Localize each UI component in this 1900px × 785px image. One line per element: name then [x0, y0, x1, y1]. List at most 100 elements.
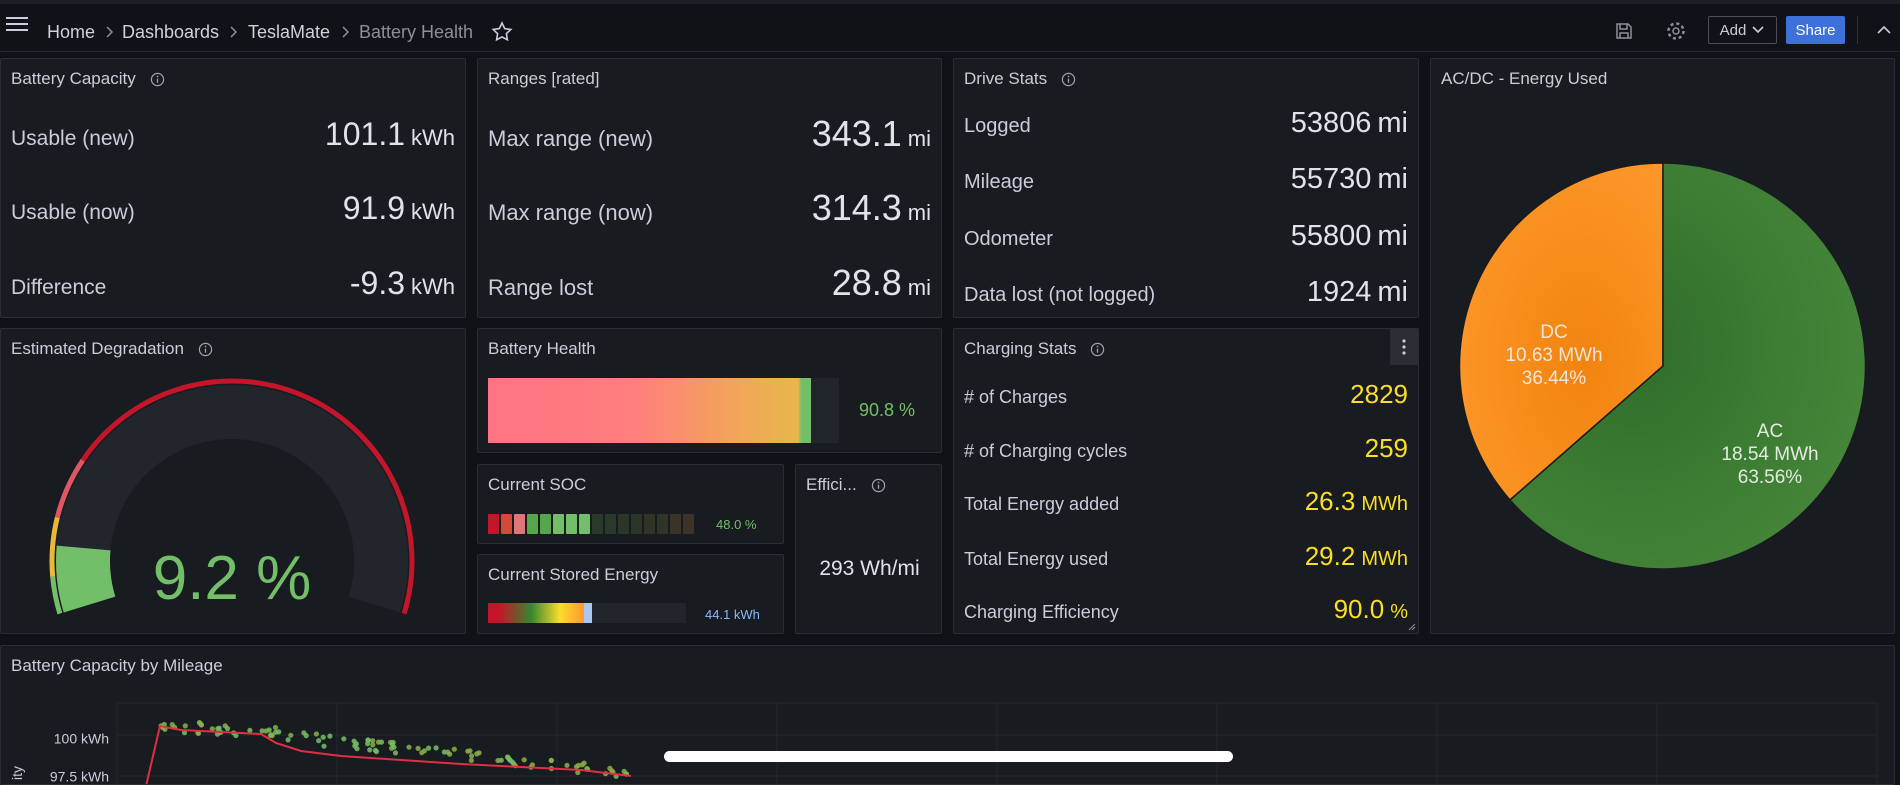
resize-handle[interactable]: [1408, 623, 1416, 631]
stat-value: 90.0: [1333, 594, 1385, 624]
efficiency-value: 293 Wh/mi: [819, 557, 920, 580]
scatter-dot: [316, 738, 322, 744]
save-button[interactable]: [1614, 21, 1634, 41]
info-icon[interactable]: [198, 342, 213, 357]
menu-icon: [1402, 339, 1406, 355]
stat-value-group: 53806 mi: [1291, 103, 1408, 148]
stat-value-group: 55800 mi: [1291, 216, 1408, 261]
battery-capacity-panel: Battery Capacity Usable (new) 101.1 kWh Usab…: [0, 58, 466, 318]
soc-segment: [631, 514, 642, 534]
soc-segment: [527, 514, 538, 534]
stat-label: Total Energy used: [964, 549, 1109, 569]
panel-title-text: Ranges [rated]: [488, 69, 600, 88]
stat-value: 26.3: [1304, 486, 1356, 516]
scatter-dot: [447, 751, 453, 757]
scatter-dot: [370, 742, 376, 748]
stat-label: Mileage: [964, 171, 1035, 193]
gauge-track: [56, 385, 408, 613]
panel-title-text: Battery Health: [488, 339, 596, 358]
scatter-dot: [498, 757, 504, 763]
scatter-dot: [320, 734, 326, 740]
y-tick-label: 97.5 kWh: [50, 769, 109, 785]
scatter-dot: [575, 769, 581, 776]
gauge-fill: [56, 545, 116, 613]
scatter-dot: [468, 757, 474, 763]
scatter-dot: [365, 737, 371, 743]
star-button[interactable]: [491, 21, 513, 43]
efficiency-panel: 293 Wh/mi Effici...: [795, 464, 942, 634]
stat-label: Difference: [11, 276, 107, 299]
soc-value: 48.0 %: [716, 517, 757, 532]
scatter-dot: [433, 745, 439, 751]
stored-value: 44.1 kWh: [705, 607, 760, 622]
y-axis-label: ity: [9, 766, 25, 780]
stat-value-group: 55730 mi: [1291, 159, 1408, 204]
stat-value-group: 26.3 MWh: [1305, 481, 1408, 526]
breadcrumb-link[interactable]: TeslaMate: [248, 22, 331, 42]
soc-segment: [605, 514, 616, 534]
degradation-panel: 9.2 % Estimated Degradation: [0, 328, 466, 634]
panel-title-text: Current SOC: [488, 475, 587, 494]
stat-value-group: -9.3 kWh: [350, 263, 455, 310]
chevron: [1752, 26, 1764, 34]
panel-title-text: Estimated Degradation: [11, 339, 184, 358]
soc-segment: [683, 514, 694, 534]
stat-unit: mi: [1377, 163, 1408, 195]
soc-segment: [501, 514, 512, 534]
panel-title-text: Current Stored Energy: [488, 565, 659, 584]
stat-label: Total Energy added: [964, 494, 1120, 514]
gauge-value: 9.2 %: [153, 544, 312, 613]
scatter-dot: [375, 739, 382, 745]
stat-value-group: 259: [1365, 428, 1408, 473]
stat-row: # of Charges 2829: [964, 374, 1408, 414]
scatter-dot: [419, 750, 425, 756]
scatter-dot: [392, 750, 399, 756]
scatter-dot: [465, 748, 471, 754]
stat-value-group: 2829: [1350, 374, 1408, 419]
scatter-dot: [285, 737, 291, 743]
stat-value-group: 91.9 kWh: [343, 188, 455, 235]
ac-dc-panel: DC 10.63 MWh 36.44% AC 18.54 MWh 63.56% …: [1430, 58, 1895, 634]
panel-title: Current Stored Energy: [488, 565, 658, 585]
stat-value: 55800: [1290, 220, 1372, 252]
info-icon[interactable]: [150, 72, 165, 87]
stat-unit: MWh: [1361, 548, 1408, 570]
pie-slice-ac[interactable]: [1508, 162, 1867, 570]
stat-row: Charging Efficiency 90.0%: [964, 589, 1408, 629]
add-button[interactable]: Add: [1708, 16, 1777, 44]
panel-title-text: Effici...: [806, 475, 857, 494]
stat-unit: MWh: [1361, 493, 1408, 515]
breadcrumb-link[interactable]: Home: [47, 22, 96, 42]
slice-name: AC: [1757, 421, 1783, 442]
stat-label: Odometer: [964, 228, 1053, 250]
soc-segment: [657, 514, 668, 534]
panel-menu[interactable]: [1390, 329, 1418, 365]
panel-title: Estimated Degradation: [11, 339, 213, 359]
collapse-button[interactable]: [1876, 24, 1892, 36]
scatter-dot: [469, 753, 475, 759]
panel-title: Current SOC: [488, 475, 586, 495]
scatter-dot: [288, 732, 294, 738]
info-icon[interactable]: [1090, 342, 1105, 357]
info-icon[interactable]: [871, 478, 886, 493]
scatter-dot: [353, 741, 359, 747]
scatter-dot: [216, 725, 222, 731]
stat-row: Mileage 55730 mi: [964, 159, 1408, 199]
settings-button[interactable]: [1666, 21, 1686, 41]
menu-button[interactable]: [4, 12, 30, 38]
stat-value-group: 1924 mi: [1307, 272, 1408, 317]
share-button[interactable]: Share: [1786, 16, 1845, 44]
info-icon[interactable]: [1061, 72, 1076, 87]
panel-title: Battery Health: [488, 339, 596, 359]
ranges-panel: Ranges [rated] Max range (new) 343.1 mi Max …: [477, 58, 942, 318]
pie-slice-dc[interactable]: [1458, 162, 1664, 502]
drive-stats-panel: Drive Stats Logged 53806 mi Mileage 55730 mi Od…: [953, 58, 1419, 318]
threshold-band: [50, 576, 63, 615]
breadcrumb-link[interactable]: Dashboards: [122, 22, 220, 42]
stat-unit: kWh: [411, 199, 455, 224]
scatter-dot: [367, 747, 373, 753]
stat-unit: mi: [907, 275, 931, 300]
scatter-dot: [507, 757, 513, 763]
stat-label: # of Charges: [964, 387, 1068, 407]
stat-row: Data lost (not logged) 1924 mi: [964, 272, 1408, 312]
